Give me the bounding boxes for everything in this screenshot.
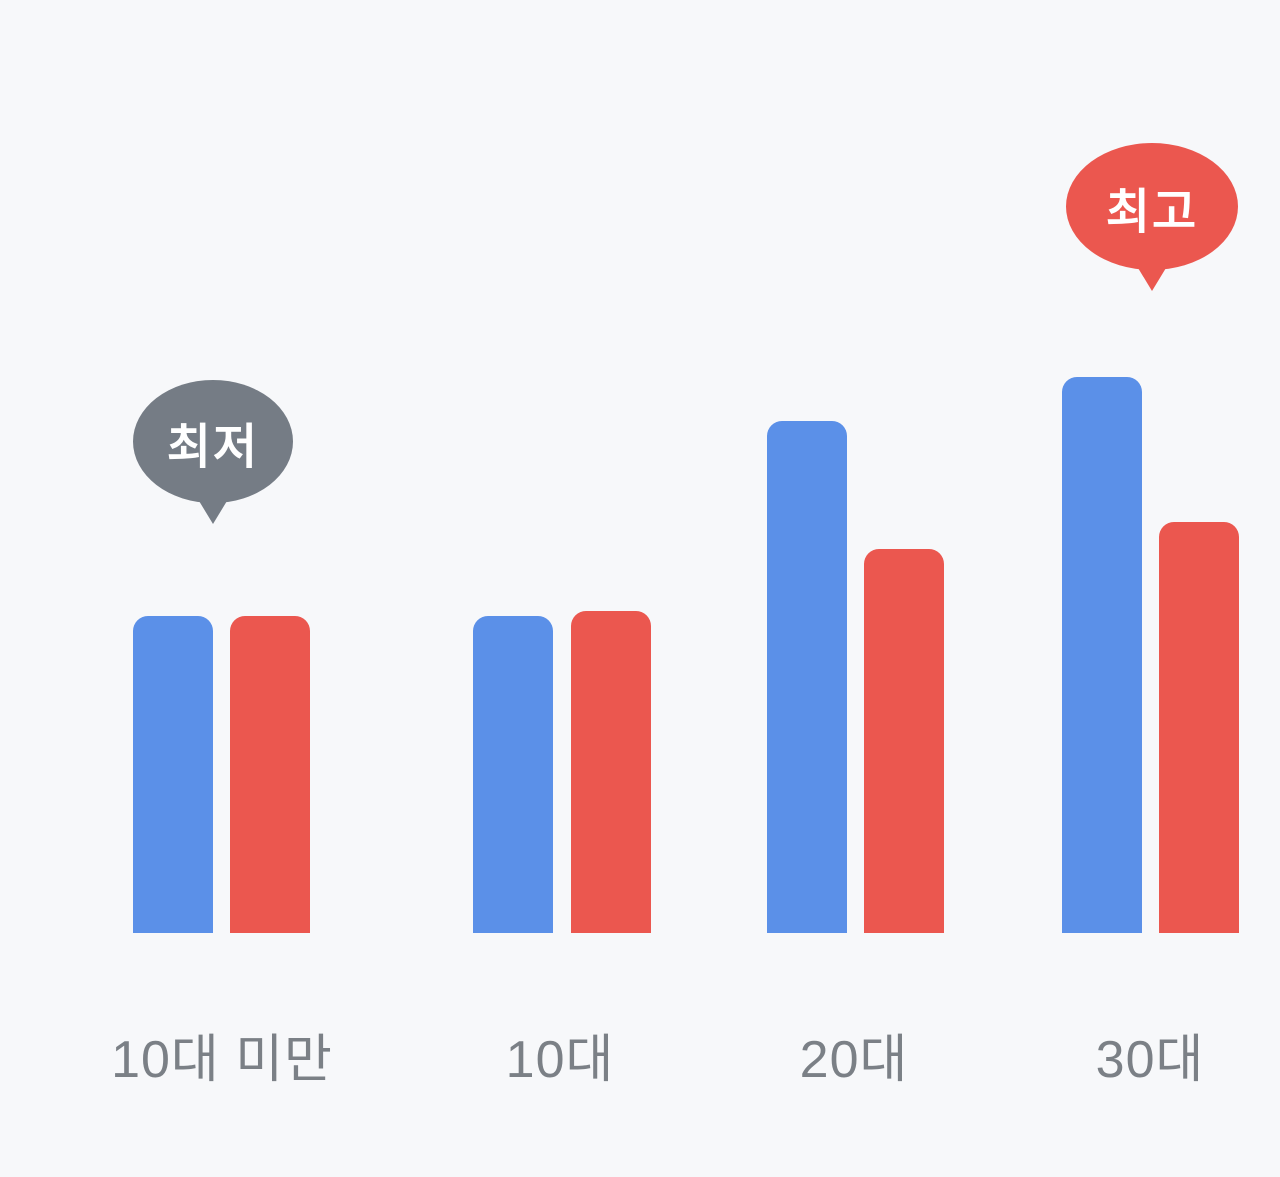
bar-blue [473, 616, 553, 933]
category-label: 30대 [1095, 1031, 1205, 1089]
lowest-callout-bubble: 최저 [133, 380, 293, 524]
category-label: 10대 [505, 1031, 615, 1089]
category-label: 20대 [799, 1031, 909, 1089]
bar-red [864, 549, 944, 933]
highest-callout-bubble: 최고 [1066, 143, 1238, 291]
category-label: 10대 미만 [111, 1031, 333, 1089]
bar-red [1159, 522, 1239, 933]
bubble-tail-icon [196, 496, 230, 524]
bar-blue [1062, 377, 1142, 933]
bar-red [571, 611, 651, 933]
lowest-callout-label: 최저 [166, 420, 260, 474]
bar-blue [767, 421, 847, 933]
bar-red [230, 616, 310, 933]
bar-blue [133, 616, 213, 933]
highest-callout-label: 최고 [1105, 185, 1199, 239]
bubble-tail-icon [1135, 263, 1169, 291]
